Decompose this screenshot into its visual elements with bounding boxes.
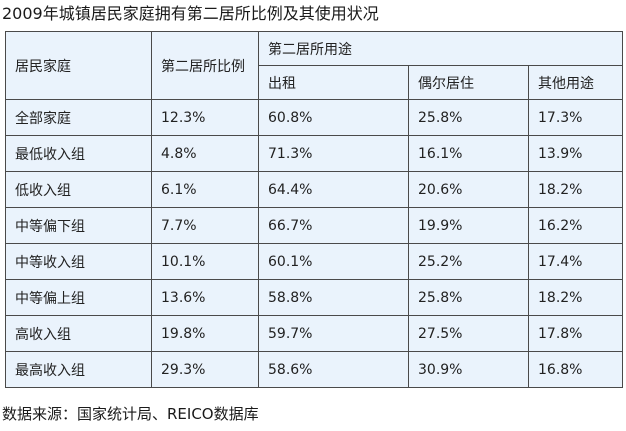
table-row: 最低收入组 4.8% 71.3% 16.1% 13.9% [5, 135, 623, 172]
table-row: 最高收入组 29.3% 58.6% 30.9% 16.8% [5, 351, 623, 388]
cell-ratio: 12.3% [151, 99, 259, 136]
cell-group: 中等偏上组 [5, 279, 152, 316]
cell-occasional: 20.6% [408, 171, 529, 208]
cell-occasional: 27.5% [408, 315, 529, 352]
table-row: 全部家庭 12.3% 60.8% 25.8% 17.3% [5, 99, 623, 136]
header-row-2: 出租 偶尔居住 其他用途 [6, 65, 623, 100]
cell-occasional: 16.1% [408, 135, 529, 172]
cell-ratio: 29.3% [151, 351, 259, 388]
cell-other: 13.9% [528, 135, 623, 172]
table-title: 2009年城镇居民家庭拥有第二居所比例及其使用状况 [2, 4, 379, 23]
cell-other: 17.8% [528, 315, 623, 352]
table-row: 低收入组 6.1% 64.4% 20.6% 18.2% [5, 171, 623, 208]
cell-group: 中等偏下组 [5, 207, 152, 244]
cell-rent: 66.7% [258, 207, 409, 244]
cell-other: 18.2% [528, 171, 623, 208]
header-second-home-ratio: 第二居所比例 [151, 31, 259, 100]
cell-other: 18.2% [528, 279, 623, 316]
table-row: 中等收入组 10.1% 60.1% 25.2% 17.4% [5, 243, 623, 280]
cell-other: 17.3% [528, 99, 623, 136]
cell-group: 低收入组 [5, 171, 152, 208]
cell-rent: 58.8% [258, 279, 409, 316]
cell-rent: 71.3% [258, 135, 409, 172]
cell-ratio: 4.8% [151, 135, 259, 172]
header-second-home-use: 第二居所用途 [258, 31, 623, 66]
cell-ratio: 7.7% [151, 207, 259, 244]
second-home-table: 居民家庭 第二居所比例 第二居所用途 出租 偶尔居住 其他用途 全部家庭 12.… [5, 31, 623, 388]
cell-occasional: 25.2% [408, 243, 529, 280]
cell-ratio: 10.1% [151, 243, 259, 280]
header-row-1: 居民家庭 第二居所比例 第二居所用途 [5, 31, 623, 100]
cell-group: 全部家庭 [5, 99, 152, 136]
cell-group: 最低收入组 [5, 135, 152, 172]
data-source-note: 数据来源：国家统计局、REICO数据库 [2, 405, 259, 423]
cell-rent: 58.6% [258, 351, 409, 388]
table-row: 中等偏下组 7.7% 66.7% 19.9% 16.2% [5, 207, 623, 244]
cell-ratio: 6.1% [151, 171, 259, 208]
cell-rent: 64.4% [258, 171, 409, 208]
cell-group: 中等收入组 [5, 243, 152, 280]
header-rent: 出租 [258, 65, 409, 100]
cell-ratio: 19.8% [151, 315, 259, 352]
cell-other: 16.2% [528, 207, 623, 244]
cell-rent: 59.7% [258, 315, 409, 352]
header-other-use: 其他用途 [528, 65, 623, 100]
cell-ratio: 13.6% [151, 279, 259, 316]
table-row: 高收入组 19.8% 59.7% 27.5% 17.8% [5, 315, 623, 352]
cell-group: 高收入组 [5, 315, 152, 352]
cell-other: 17.4% [528, 243, 623, 280]
header-occasional-living: 偶尔居住 [408, 65, 529, 100]
cell-rent: 60.8% [258, 99, 409, 136]
header-household: 居民家庭 [5, 31, 152, 100]
cell-group: 最高收入组 [5, 351, 152, 388]
cell-occasional: 25.8% [408, 99, 529, 136]
cell-occasional: 30.9% [408, 351, 529, 388]
table-row: 中等偏上组 13.6% 58.8% 25.8% 18.2% [5, 279, 623, 316]
cell-occasional: 19.9% [408, 207, 529, 244]
cell-occasional: 25.8% [408, 279, 529, 316]
cell-other: 16.8% [528, 351, 623, 388]
cell-rent: 60.1% [258, 243, 409, 280]
